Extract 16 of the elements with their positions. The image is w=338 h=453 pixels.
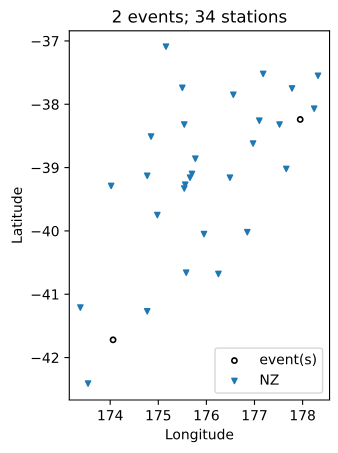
x-axis-title: Longitude — [166, 428, 234, 442]
x-tick-label: 178 — [290, 410, 315, 420]
y-tick-label: −42 — [32, 352, 58, 363]
x-tick-label: 176 — [194, 410, 219, 420]
x-tick-label: 174 — [98, 410, 123, 420]
y-axis-title: Latitude — [11, 188, 22, 243]
y-tick-label: −40 — [32, 226, 59, 236]
legend-label: NZ — [260, 374, 279, 385]
y-tick-label: −37 — [32, 36, 58, 46]
legend-label: event(s) — [260, 354, 316, 366]
y-tick-label: −38 — [32, 99, 59, 110]
x-tick-label: 177 — [242, 410, 267, 420]
y-tick-label: −39 — [32, 162, 59, 174]
x-tick-label: 175 — [146, 410, 170, 420]
y-tick-label: −41 — [32, 289, 58, 300]
chart-title: 2 events; 34 stations — [112, 10, 286, 24]
